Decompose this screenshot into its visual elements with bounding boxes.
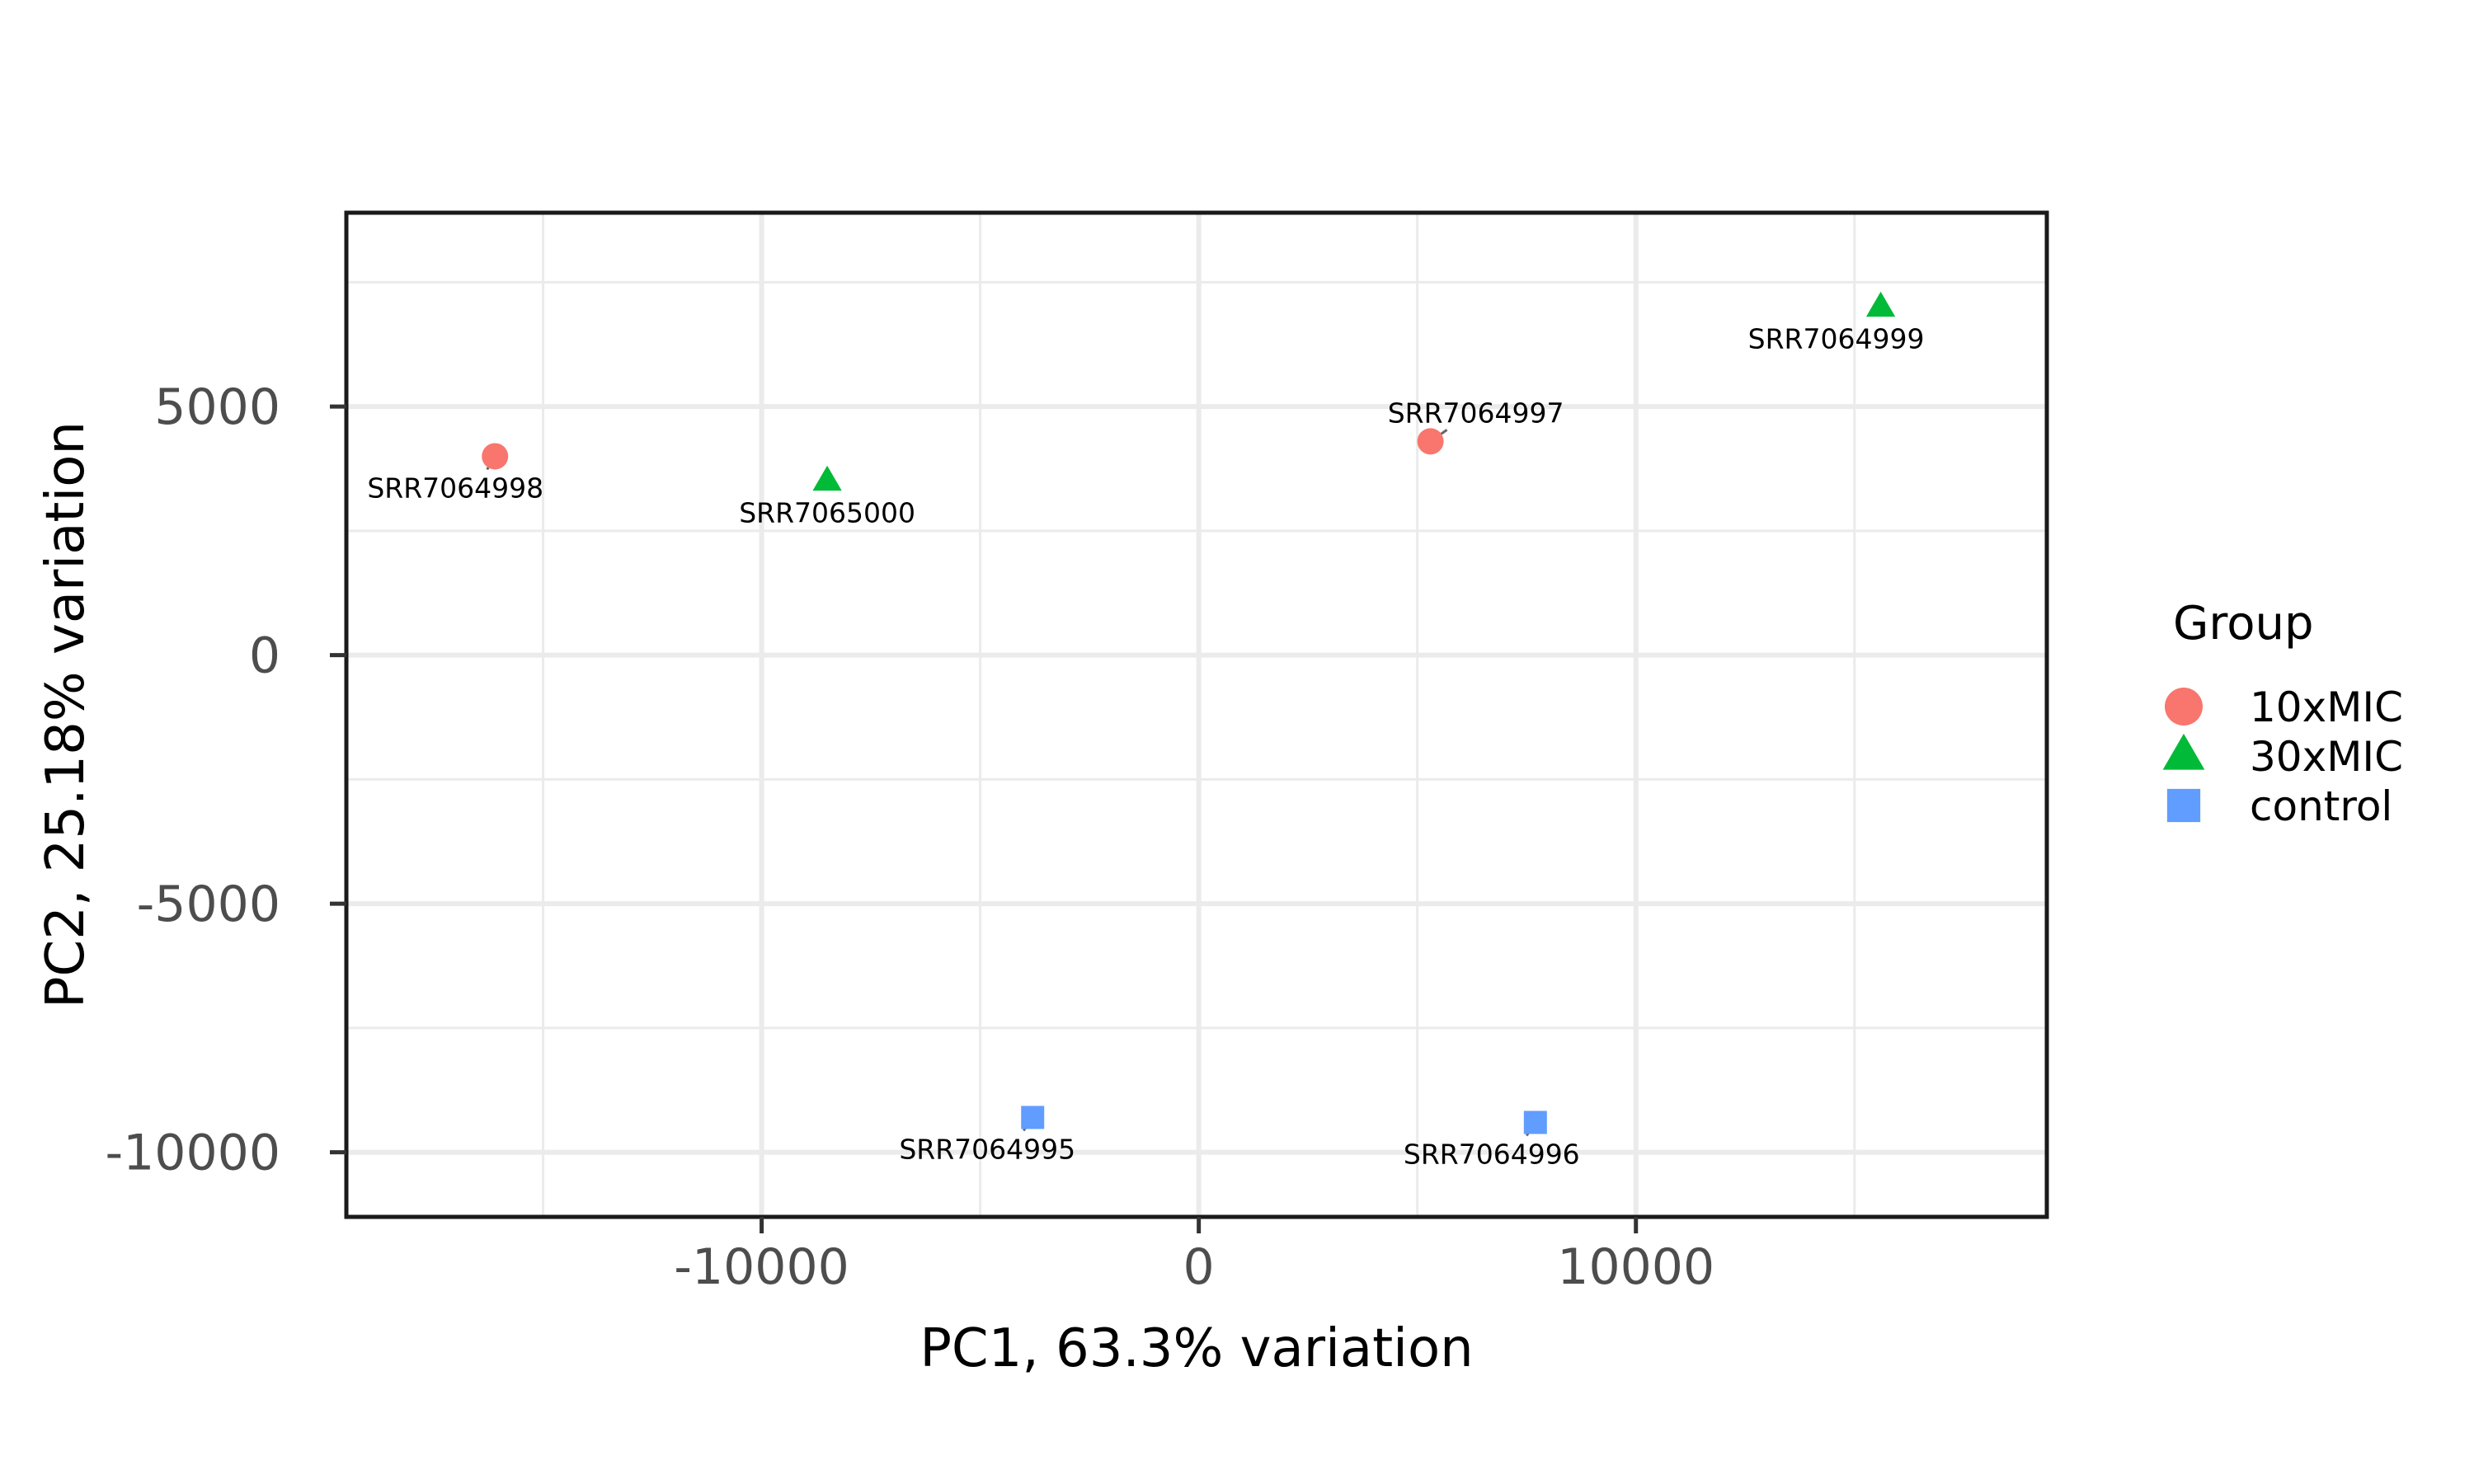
y-tick-label: 0 — [249, 627, 280, 685]
legend-label: control — [2250, 782, 2392, 830]
axis-ticks: -10000 0 10000 5000 0 -5000 -10000 — [105, 378, 1714, 1296]
legend-key-control — [2166, 788, 2201, 823]
data-points: SRR7064998 SRR7064997 SRR7065000 SRR7064999… — [367, 291, 1925, 1170]
x-tick-label: -10000 — [674, 1238, 849, 1296]
x-tick-label: 0 — [1183, 1238, 1215, 1296]
point-label: SRR7065000 — [739, 497, 915, 529]
point-label: SRR7064997 — [1388, 397, 1564, 429]
x-tick-label: 10000 — [1557, 1238, 1714, 1296]
x-axis-title: PC1, 63.3% variation — [920, 1318, 1473, 1379]
legend-key-30xmic — [2162, 733, 2205, 770]
point-10xmic — [482, 443, 509, 470]
point-label: SRR7064996 — [1404, 1138, 1580, 1170]
legend-label: 30xMIC — [2250, 733, 2403, 781]
y-tick-label: -5000 — [137, 876, 280, 933]
y-axis-title: PC2, 25.18% variation — [35, 421, 96, 1008]
point-control — [1021, 1106, 1045, 1129]
point-label: SRR7064999 — [1748, 323, 1925, 355]
point-label: SRR7064995 — [899, 1133, 1075, 1165]
legend-key-10xmic — [2165, 688, 2203, 726]
point-label: SRR7064998 — [367, 472, 543, 504]
plot-border — [344, 210, 2049, 1219]
point-30xmic — [1865, 291, 1896, 317]
point-control — [1523, 1111, 1547, 1134]
point-10xmic — [1417, 428, 1444, 455]
grid-lines — [346, 213, 2047, 1217]
y-tick-label: 5000 — [154, 378, 280, 436]
point-30xmic — [812, 465, 842, 491]
legend-title: Group — [2173, 597, 2314, 650]
legend-label: 10xMIC — [2250, 683, 2403, 731]
y-tick-label: -10000 — [105, 1125, 280, 1182]
